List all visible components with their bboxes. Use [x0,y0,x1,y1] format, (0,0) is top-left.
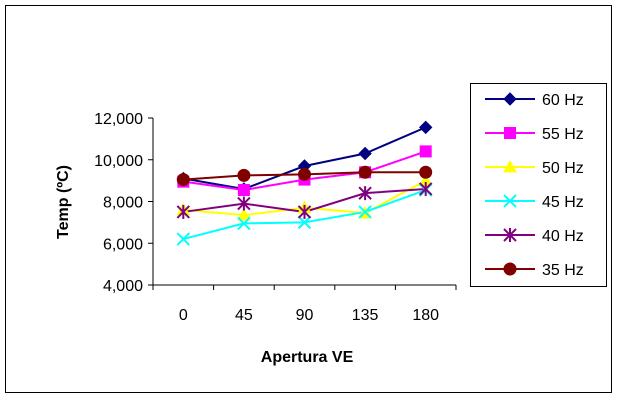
legend-label: 50 Hz [542,160,584,177]
data-point-55-hz [237,184,250,197]
data-point-60-hz [358,146,372,161]
legend-entry-55-hz: 55 Hz [485,126,584,143]
data-point-40-hz [358,186,372,201]
series-layer [176,120,433,246]
legend-label: 45 Hz [542,194,584,211]
legend-marker [503,92,517,106]
data-point-45-hz [358,205,372,219]
y-tick-label: 8,000 [103,195,143,212]
legend-entry-50-hz: 50 Hz [485,159,584,177]
x-tick-label: 45 [235,307,253,324]
legend-label: 35 Hz [542,262,584,279]
y-axis-title: Temp (ºC) [55,165,72,239]
x-tick-label: 0 [179,307,188,324]
legend-box [470,83,607,287]
y-tick-label: 10,000 [94,153,143,170]
data-point-50-hz [237,208,251,221]
x-tick-label: 135 [352,307,379,324]
data-point-60-hz [418,120,433,135]
legend-label: 55 Hz [542,126,584,143]
data-point-45-hz [176,232,191,246]
x-tick-label: 180 [412,307,439,324]
legend-entry-35-hz: 35 Hz [485,262,584,279]
legend-label: 60 Hz [542,92,584,109]
legend-marker [503,194,517,208]
y-tick-label: 12,000 [94,111,143,128]
data-point-40-hz [297,204,312,219]
legend-marker [504,127,516,139]
data-point-35-hz [298,167,311,181]
data-point-35-hz [176,173,190,187]
data-point-40-hz [237,196,251,211]
legend-marker [503,262,517,276]
data-point-45-hz [297,215,312,230]
y-tick-label: 4,000 [103,278,143,295]
axes: 4,000 6,000 8,000 10,000 12,000 0 45 90 135 180 [94,111,457,324]
x-tick-label: 90 [296,307,314,324]
data-point-35-hz [419,165,433,179]
legend-entry-45-hz: 45 Hz [485,194,584,211]
data-point-40-hz [176,204,191,219]
data-point-55-hz [419,145,432,158]
data-point-35-hz [358,165,372,179]
legend-marker [503,159,517,173]
y-tick-label: 6,000 [103,236,143,253]
legend-entry-60-hz: 60 Hz [485,92,584,109]
data-point-35-hz [237,168,251,182]
x-axis-title: Apertura VE [261,349,354,366]
legend-marker [503,228,517,242]
legend-label: 40 Hz [542,228,584,245]
data-point-45-hz [237,216,251,231]
legend: 60 Hz 55 Hz 50 Hz 45 Hz 40 Hz 35 Hz [470,83,607,287]
legend-entry-40-hz: 40 Hz [485,228,584,245]
data-point-40-hz [418,181,433,196]
